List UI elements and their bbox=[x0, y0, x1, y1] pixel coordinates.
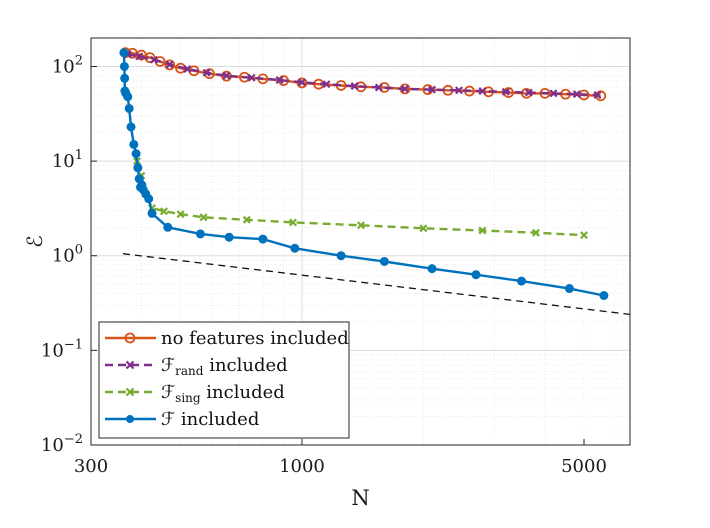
series-line bbox=[135, 160, 585, 237]
data-point bbox=[160, 207, 168, 216]
data-point bbox=[290, 243, 300, 253]
data-point bbox=[120, 73, 130, 83]
data-point bbox=[428, 85, 436, 94]
data-point bbox=[176, 210, 185, 219]
data-point bbox=[202, 68, 211, 77]
data-point bbox=[126, 415, 134, 423]
data-point bbox=[135, 52, 144, 61]
data-point bbox=[275, 76, 284, 84]
series-line bbox=[127, 53, 598, 97]
x-tick-label: 300 bbox=[74, 456, 108, 477]
data-point bbox=[126, 122, 136, 132]
series-reference-slope bbox=[122, 253, 631, 316]
y-tick-label: 10−1 bbox=[41, 337, 83, 361]
data-point bbox=[593, 90, 602, 99]
legend-label: ℱsing included bbox=[161, 382, 285, 405]
data-point bbox=[478, 226, 487, 235]
x-axis-label: N bbox=[351, 486, 369, 510]
legend-entry: ℱrand included bbox=[105, 355, 288, 378]
data-point bbox=[471, 270, 481, 280]
data-point bbox=[183, 65, 192, 74]
data-point bbox=[124, 332, 136, 344]
data-point bbox=[123, 92, 133, 102]
data-point bbox=[419, 224, 428, 233]
plot-frame bbox=[90, 37, 631, 446]
legend-entry: ℱsing included bbox=[105, 382, 285, 405]
data-point bbox=[222, 71, 231, 80]
data-point bbox=[131, 149, 141, 159]
data-point bbox=[224, 232, 234, 242]
data-point bbox=[531, 228, 540, 237]
data-point bbox=[125, 360, 135, 370]
data-point bbox=[578, 89, 590, 101]
data-point bbox=[119, 48, 129, 58]
data-point bbox=[289, 218, 297, 227]
series-f-sing-included bbox=[132, 157, 589, 240]
data-point bbox=[517, 276, 527, 286]
data-point bbox=[539, 87, 551, 99]
data-point bbox=[549, 89, 558, 98]
data-point bbox=[119, 61, 129, 71]
data-point bbox=[455, 86, 463, 95]
data-point bbox=[379, 256, 389, 266]
data-point bbox=[524, 88, 533, 97]
data-point bbox=[374, 83, 383, 92]
y-tick-label: 100 bbox=[52, 243, 83, 267]
data-point bbox=[195, 229, 205, 239]
data-point bbox=[125, 387, 135, 397]
data-point bbox=[322, 80, 331, 89]
y-tick-label: 101 bbox=[52, 148, 83, 172]
axis-layer: 300 1000 5000 10−2 10−1 100 101 102 N ℰ bbox=[23, 53, 607, 510]
data-point bbox=[247, 73, 256, 82]
legend-entry: ℱ included bbox=[105, 409, 259, 430]
data-point bbox=[165, 60, 174, 69]
legend-label: ℱrand included bbox=[161, 355, 288, 378]
y-tick-label: 10−2 bbox=[41, 432, 83, 456]
data-point bbox=[147, 208, 157, 218]
data-point bbox=[599, 291, 609, 301]
data-point bbox=[242, 215, 251, 224]
series-f-included bbox=[119, 48, 609, 301]
series-line bbox=[122, 253, 631, 316]
data-point bbox=[564, 284, 574, 294]
data-point bbox=[199, 213, 208, 222]
series-f-rand-included bbox=[123, 50, 602, 99]
data-point bbox=[150, 55, 159, 64]
data-point bbox=[144, 194, 154, 204]
data-point bbox=[580, 231, 589, 240]
data-point bbox=[501, 87, 510, 96]
data-point bbox=[356, 221, 365, 230]
series-layer bbox=[119, 47, 631, 316]
data-point bbox=[258, 234, 268, 244]
data-point bbox=[427, 264, 437, 274]
data-point bbox=[164, 59, 176, 71]
data-point bbox=[129, 139, 139, 149]
x-tick-label: 1000 bbox=[279, 456, 325, 477]
data-point bbox=[572, 90, 581, 99]
data-point bbox=[336, 251, 346, 261]
data-point bbox=[478, 87, 487, 96]
data-point bbox=[298, 78, 306, 87]
legend-label: no features included bbox=[161, 328, 349, 349]
data-point bbox=[124, 103, 134, 113]
data-point bbox=[163, 222, 173, 232]
y-axis-label: ℰ bbox=[23, 235, 47, 248]
legend: no features included ℱrand included ℱsing … bbox=[98, 321, 350, 439]
data-point bbox=[401, 84, 409, 93]
y-tick-label: 102 bbox=[52, 53, 83, 77]
data-point bbox=[350, 82, 359, 91]
x-tick-label: 5000 bbox=[561, 456, 607, 477]
legend-entry: no features included bbox=[105, 328, 349, 349]
legend-box bbox=[98, 321, 350, 439]
data-point bbox=[133, 163, 143, 173]
legend-label: ℱ included bbox=[161, 409, 259, 430]
